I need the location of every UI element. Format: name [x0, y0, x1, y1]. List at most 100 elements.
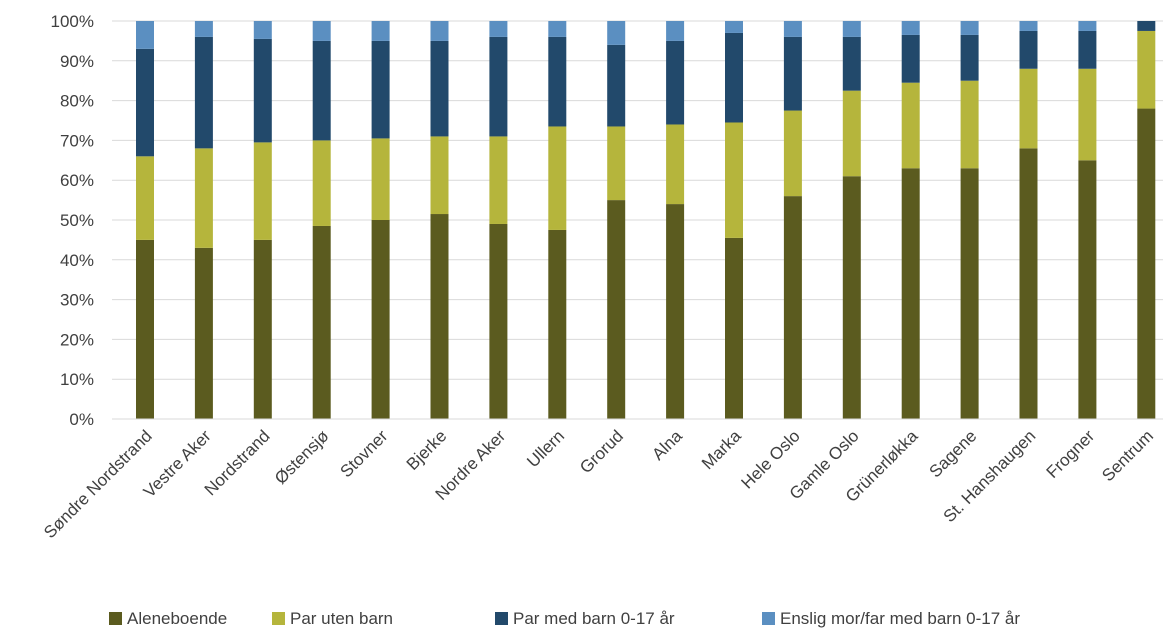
- bar-segment: [489, 223, 508, 419]
- bar-stack: [725, 21, 743, 419]
- bar-segment: [960, 21, 979, 35]
- y-tick-label: 100%: [51, 12, 94, 31]
- bar-segment: [666, 40, 685, 125]
- bar-segment: [783, 36, 802, 111]
- bar-segment: [1019, 21, 1038, 31]
- y-tick-label: 40%: [60, 251, 94, 270]
- bar-segment: [666, 21, 685, 41]
- bar-stack: [666, 21, 685, 419]
- bar-stack: [842, 21, 861, 419]
- legend-item: Enslig mor/far med barn 0-17 år: [762, 609, 1020, 628]
- legend-item: Par uten barn: [272, 609, 393, 628]
- bar-segment: [312, 21, 331, 41]
- y-tick-label: 80%: [60, 92, 94, 111]
- bar-segment: [1137, 30, 1156, 109]
- bar-segment: [783, 196, 802, 419]
- bar-segment: [607, 126, 626, 201]
- bar-stack: [253, 21, 272, 419]
- x-category-label: Frogner: [1043, 426, 1099, 482]
- bar-stack: [136, 21, 154, 419]
- bar-segment: [489, 136, 508, 224]
- legend-label: Aleneboende: [127, 609, 227, 628]
- bar-segment: [901, 21, 920, 35]
- x-category-label: Alna: [648, 426, 686, 464]
- bar-segment: [253, 239, 272, 419]
- bar-segment: [1078, 21, 1097, 31]
- bar-segment: [1137, 108, 1156, 419]
- y-tick-label: 70%: [60, 131, 94, 150]
- bar-stack: [489, 21, 508, 419]
- bar-stack: [607, 21, 626, 419]
- legend-label: Enslig mor/far med barn 0-17 år: [780, 609, 1020, 628]
- legend-swatch: [272, 612, 285, 625]
- bar-segment: [901, 168, 920, 419]
- legend: Aleneboende Par uten barn Par med barn 0-1…: [109, 609, 1020, 628]
- bar-segment: [136, 48, 154, 157]
- bar-stack: [312, 21, 331, 419]
- bar-segment: [607, 200, 626, 419]
- bar-segment: [253, 38, 272, 143]
- x-category-label: Sagene: [926, 426, 981, 481]
- bar-segment: [136, 21, 154, 49]
- y-tick-label: 90%: [60, 52, 94, 71]
- bar-segment: [842, 90, 861, 177]
- bar-segment: [666, 124, 685, 205]
- x-category-label: Bjerke: [403, 426, 451, 474]
- bar-segment: [489, 36, 508, 137]
- bar-segment: [548, 21, 567, 37]
- bar-segment: [1078, 160, 1097, 420]
- y-tick-label: 20%: [60, 330, 94, 349]
- bar-segment: [312, 40, 331, 141]
- y-tick-label: 60%: [60, 171, 94, 190]
- bar-segment: [725, 21, 743, 33]
- y-tick-label: 30%: [60, 291, 94, 310]
- bar-segment: [725, 32, 743, 123]
- bar-segment: [607, 44, 626, 127]
- bar-stack: [194, 21, 213, 419]
- x-category-label: Marka: [698, 426, 745, 473]
- legend-item: Aleneboende: [109, 609, 227, 628]
- bar-stack: [1078, 21, 1097, 420]
- legend-item: Par med barn 0-17 år: [495, 609, 675, 628]
- bar-segment: [371, 40, 390, 139]
- legend-swatch: [762, 612, 775, 625]
- bar-segment: [901, 82, 920, 169]
- bar-segment: [1019, 68, 1038, 149]
- bar-segment: [430, 214, 449, 419]
- bar-stack: [371, 21, 390, 419]
- bar-segment: [253, 142, 272, 240]
- x-category-label: Ullern: [523, 426, 568, 471]
- bar-segment: [666, 204, 685, 419]
- bar-segment: [1078, 30, 1097, 69]
- bar-segment: [371, 21, 390, 41]
- bar-segment: [725, 237, 743, 419]
- x-category-label: Sentrum: [1098, 426, 1157, 485]
- bar-stack: [430, 21, 449, 419]
- bar-stack: [783, 21, 802, 419]
- bars: [136, 21, 1156, 420]
- bar-stack: [901, 21, 920, 419]
- legend-label: Par med barn 0-17 år: [513, 609, 675, 628]
- bar-segment: [548, 229, 567, 419]
- bar-stack: [1019, 21, 1038, 420]
- bar-segment: [194, 247, 213, 419]
- bar-segment: [430, 21, 449, 41]
- x-category-label: Stovner: [337, 426, 392, 481]
- bar-segment: [842, 176, 861, 419]
- bar-stack: [960, 21, 979, 419]
- bar-segment: [842, 21, 861, 37]
- bar-segment: [842, 36, 861, 91]
- y-axis-ticks: 0% 10% 20% 30% 40% 50% 60% 70% 80% 90% 100%: [51, 12, 94, 429]
- bar-segment: [194, 148, 213, 248]
- bar-stack: [1137, 21, 1156, 419]
- bar-stack: [548, 21, 567, 419]
- gridlines: [112, 20, 1163, 380]
- bar-segment: [1078, 68, 1097, 161]
- bar-segment: [725, 122, 743, 238]
- bar-segment: [371, 220, 390, 419]
- x-category-label: Søndre Nordstrand: [40, 426, 156, 542]
- bar-segment: [548, 36, 567, 127]
- bar-segment: [312, 140, 331, 226]
- bar-segment: [489, 21, 508, 37]
